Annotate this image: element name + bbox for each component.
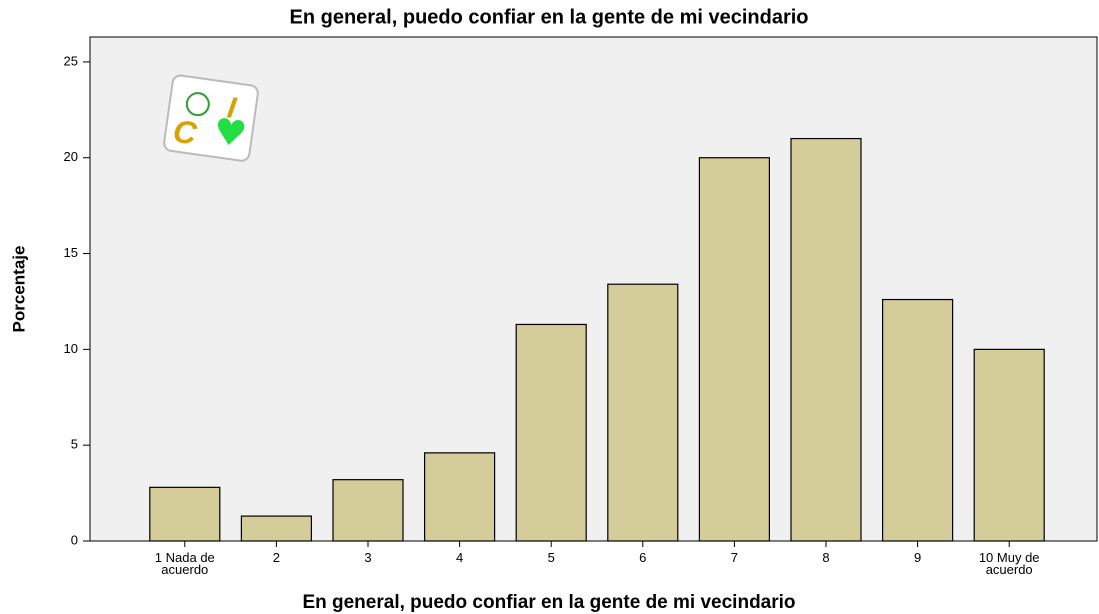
x-tick-label: 7 [730,550,738,565]
x-tick-label: 10 Muy de acuerdo [978,550,1040,577]
x-tick-label: 4 [455,550,464,565]
chart-title: En general, puedo confiar en la gente de… [289,6,808,28]
y-tick-label: 15 [64,245,78,260]
y-tick-label: 0 [71,532,78,547]
x-tick-label: 3 [364,550,372,565]
y-tick-label: 25 [64,53,78,68]
bar [332,479,404,542]
bar [973,348,1045,542]
bar [424,452,496,542]
y-axis-label: Porcentaje [9,246,28,333]
x-tick-label: 9 [913,550,922,565]
y-tick-label: 5 [71,437,78,452]
x-tick-label: 6 [639,550,647,565]
x-tick-label: 5 [547,550,555,565]
bar [698,157,771,542]
bar [149,486,221,542]
bar [790,137,862,542]
bar [240,515,312,542]
logo: I C [163,74,259,162]
bar [607,283,679,542]
x-axis-label: En general, puedo confiar en la gente de… [302,592,795,613]
bar [881,298,954,542]
x-tick-label: 2 [272,550,280,565]
x-tick-label: 8 [822,550,830,565]
y-tick-label: 20 [64,149,78,164]
x-tick-label: 1 Nada de acuerdo [154,550,215,577]
y-tick-label: 10 [64,341,78,356]
bar [515,323,587,542]
